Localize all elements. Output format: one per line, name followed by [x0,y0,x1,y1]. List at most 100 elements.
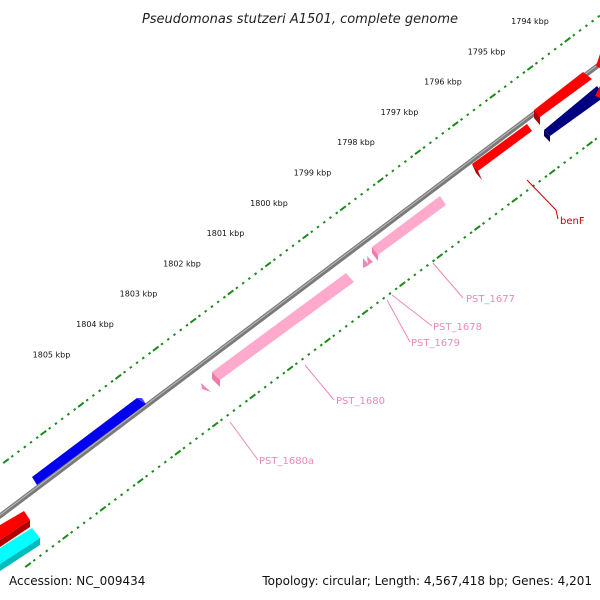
gene-label-PST_1677[interactable]: PST_1677 [466,294,515,305]
outer-ring-minor-tick [285,248,289,252]
outer-ring-major-tick [414,149,422,155]
gene-label-benF[interactable]: benF [560,216,585,227]
outer-ring-minor-tick [428,141,432,145]
outer-ring-minor-tick [316,225,320,229]
gene-arrow-red-forward-bottom[interactable] [0,511,30,547]
outer-ring-minor-tick [60,417,64,421]
inner-ring-minor-tick [57,540,61,544]
outer-ring-minor-tick [66,412,70,416]
outer-ring-major-tick [152,345,160,352]
inner-ring-minor-tick [394,287,398,291]
inner-ring-minor-tick [169,455,174,459]
outer-ring-minor-tick [91,393,95,398]
outer-ring-minor-tick [210,305,214,309]
inner-ring-minor-tick [556,165,560,169]
gene-label-PST_1679[interactable]: PST_1679 [411,338,460,349]
inner-ring-minor-tick [519,193,523,197]
outer-ring-minor-tick [403,159,407,164]
outer-ring-minor-tick [260,267,264,271]
inner-ring-major-tick [249,393,256,400]
gene-arrow-PST_1680[interactable] [212,273,354,387]
outer-ring-minor-tick [241,281,245,285]
outer-ring-major-tick [339,205,347,212]
outer-ring-minor-tick [235,286,239,290]
outer-ring-minor-tick [222,295,226,299]
gene-arrow-red-right-edge[interactable] [595,86,600,98]
gene-arrow-PST_1677[interactable] [372,196,446,261]
outer-ring-minor-tick [335,211,339,215]
inner-ring-minor-tick [432,259,436,263]
inner-ring-major-tick [586,140,594,147]
outer-ring-minor-tick [141,356,145,360]
outer-ring-minor-tick [497,89,501,93]
inner-ring-minor-tick [457,240,461,244]
inner-ring-major-tick [99,505,107,512]
inner-ring-minor-tick [188,441,192,445]
outer-ring-major-tick [564,36,572,43]
gene-arrow-PST_1678[interactable] [363,258,369,268]
ruler-label: 1803 kbp [120,290,158,299]
outer-ring-minor-tick [123,370,127,374]
outer-ring-minor-tick [272,258,276,262]
ruler-label: 1804 kbp [76,320,114,329]
outer-ring-minor-tick [447,127,451,131]
outer-ring-minor-tick [422,145,426,149]
inner-ring-major-tick [24,562,32,568]
outer-ring-major-tick [377,177,384,184]
inner-ring-minor-tick [307,352,311,356]
inner-ring-minor-tick [544,175,548,179]
gene-arrow-PST_1679[interactable] [367,256,373,265]
outer-ring-minor-tick [353,197,357,201]
genome-summary-text: Topology: circular; Length: 4,567,418 bp… [262,574,592,588]
inner-ring-minor-tick [282,371,286,375]
inner-ring-minor-tick [350,320,355,324]
accession-text: Accession: NC_009434 [9,574,146,588]
ruler-label: 1801 kbp [207,229,245,238]
outer-ring-minor-tick [459,117,464,121]
inner-ring-minor-tick [388,292,392,296]
gene-arrow-red-forward-right[interactable] [596,54,600,68]
gene-label-PST_1680a[interactable]: PST_1680a [259,456,314,467]
gene-arrow-navy[interactable] [544,86,600,142]
ruler-labels: 1794 kbp 1795 kbp 1796 kbp 1797 kbp 1798 kbp… [33,17,549,359]
outer-ring-minor-tick [435,136,439,140]
inner-ring-minor-tick [70,530,74,534]
ruler-label: 1795 kbp [468,47,506,56]
ruler-label: 1799 kbp [294,169,332,178]
outer-ring-minor-tick [397,164,401,168]
outer-ring-minor-tick [291,244,295,248]
gene-arrow-red-forward-top[interactable] [534,72,592,125]
outer-ring-major-tick [189,317,197,324]
inner-ring-minor-tick [194,437,199,441]
outer-ring-minor-tick [572,33,576,37]
inner-ring-minor-tick [463,235,467,239]
outer-ring-minor-tick [559,42,563,47]
inner-ring-minor-tick [419,268,423,272]
outer-ring-minor-tick [29,440,33,444]
outer-ring-minor-tick [503,85,507,89]
gene-label-PST_1680[interactable]: PST_1680 [336,396,385,407]
inner-ring-major-tick [361,309,369,316]
outer-ring-minor-tick [172,333,177,337]
gene-label-PST_1678[interactable]: PST_1678 [433,322,482,333]
outer-ring-major-tick [451,121,459,127]
gene-arrow-blue[interactable] [32,398,146,485]
gene-arrow-PST_1680a[interactable] [201,383,211,392]
gene-arrow-cyan[interactable] [0,528,40,571]
outer-ring-minor-tick [129,365,133,369]
outer-ring-minor-tick [73,407,77,412]
inner-ring-major-tick [473,225,481,231]
outer-ring-major-tick [77,401,85,408]
inner-ring-minor-tick [344,324,348,328]
inner-ring-minor-tick [413,273,417,277]
outer-ring-minor-tick [254,272,258,276]
gene-arrow-benF[interactable] [472,124,532,180]
outer-ring-minor-tick [48,426,52,430]
outer-ring-minor-tick [160,342,164,346]
outer-ring-minor-tick [147,351,152,355]
outer-ring-minor-tick [360,192,364,196]
outer-ring-major-tick [114,373,122,380]
label-leaders [229,179,559,461]
inner-ring-minor-tick [107,502,111,506]
